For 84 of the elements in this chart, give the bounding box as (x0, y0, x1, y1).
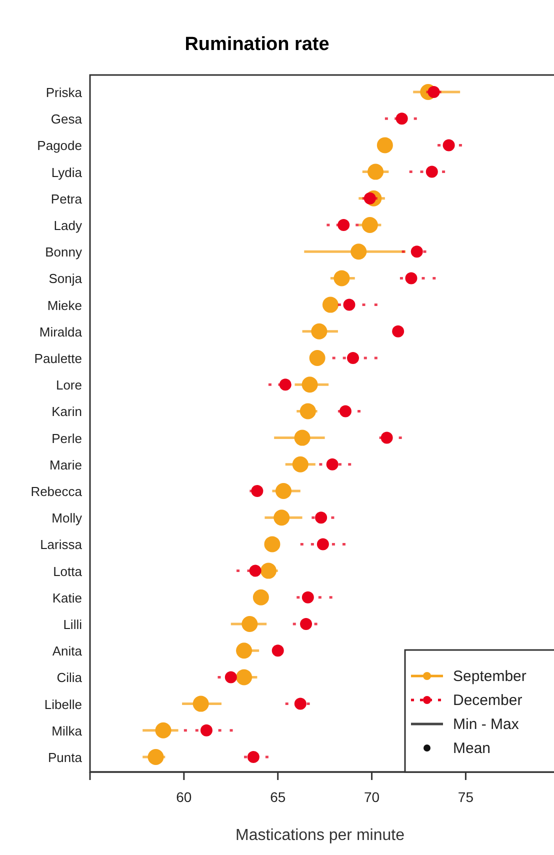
y-tick-label: Molly (52, 510, 82, 526)
point (155, 722, 172, 738)
point (350, 244, 367, 260)
point (224, 671, 237, 684)
annotation: Min - Max (453, 716, 520, 733)
y-tick-label: Sonja (48, 271, 83, 286)
x-tick-label: 65 (270, 789, 286, 805)
point (264, 536, 280, 552)
point (380, 432, 393, 444)
y-tick-label: Paulette (34, 351, 82, 366)
point (362, 217, 378, 233)
y-tick-label: Lore (56, 378, 82, 393)
point (302, 376, 318, 393)
point (247, 751, 260, 763)
y-tick-label: Marie (49, 457, 82, 472)
y-tick-label: Rebecca (30, 484, 83, 499)
point (249, 564, 262, 577)
point (274, 510, 290, 526)
point (315, 512, 328, 524)
y-tick-label: Katie (52, 590, 82, 606)
point (343, 298, 356, 311)
point (368, 164, 384, 180)
point (426, 166, 438, 178)
point (346, 352, 359, 364)
y-tick-label: Karin (52, 404, 82, 420)
point (334, 270, 350, 286)
point (376, 137, 393, 154)
legend-label: September (453, 668, 526, 685)
point (309, 350, 326, 366)
chart-title: Rumination rate (184, 34, 330, 55)
point (294, 430, 310, 446)
point (326, 458, 338, 470)
x-tick-label: 70 (364, 789, 380, 805)
point (405, 272, 418, 284)
point (236, 642, 252, 659)
y-tick-label: Mieke (47, 298, 82, 313)
x-tick-label: 60 (176, 789, 192, 805)
point (322, 296, 338, 313)
y-tick-label: Perle (52, 430, 82, 446)
y-tick-label: Gesa (50, 112, 83, 127)
y-tick-label: Milka (52, 723, 83, 738)
y-tick-label: Bonny (45, 244, 82, 260)
point (148, 749, 164, 765)
y-tick-label: Pagode (37, 138, 82, 154)
point (292, 456, 308, 472)
point (316, 538, 329, 550)
y-tick-label: Larissa (40, 537, 83, 552)
y-tick-label: Lotta (53, 564, 83, 579)
y-tick-label: Libelle (44, 696, 82, 712)
y-tick-label: Lilli (63, 617, 82, 632)
point (242, 616, 258, 632)
point (428, 86, 440, 98)
annotation: Mean (453, 740, 491, 757)
point (392, 325, 404, 338)
point (294, 698, 306, 710)
legend-label: December (453, 692, 522, 709)
point (300, 403, 316, 420)
point (272, 644, 284, 657)
y-tick-label: Lydia (51, 164, 83, 180)
point (311, 323, 328, 340)
point (442, 139, 455, 152)
point (338, 219, 350, 231)
y-tick-label: Petra (50, 191, 83, 206)
point (279, 378, 292, 391)
point (396, 112, 408, 125)
point (236, 669, 252, 686)
point (200, 724, 212, 736)
point (260, 562, 276, 579)
y-tick-label: Cilia (56, 670, 83, 686)
point (192, 696, 209, 712)
x-tick-label: 75 (458, 789, 474, 805)
point (252, 589, 269, 606)
point (251, 485, 264, 497)
y-tick-label: Priska (46, 85, 83, 100)
y-tick-label: Lady (54, 218, 82, 233)
point (410, 246, 423, 258)
point (339, 405, 352, 418)
y-tick-label: Miralda (39, 324, 83, 340)
point (275, 483, 292, 499)
x-axis-title: Mastications per minute (236, 827, 405, 844)
y-tick-label: Anita (52, 644, 83, 659)
point (300, 618, 312, 630)
y-tick-label: Punta (48, 750, 83, 765)
point (302, 591, 314, 604)
